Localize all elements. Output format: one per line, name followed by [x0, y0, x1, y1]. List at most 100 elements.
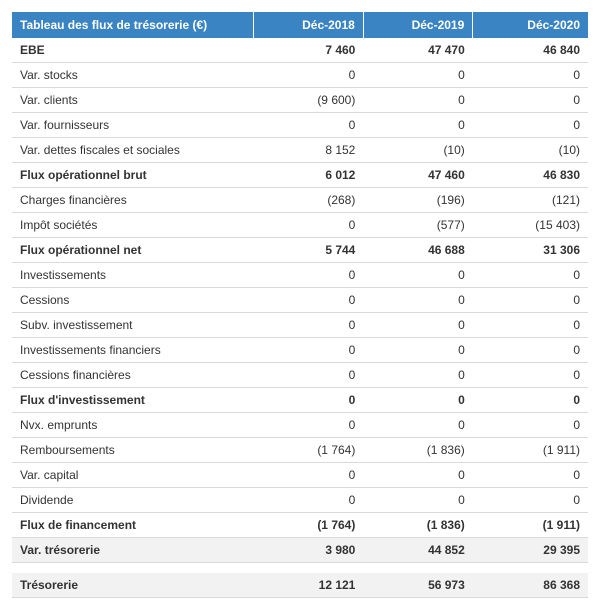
row-label: EBE: [12, 38, 254, 63]
table-row: Investissements000: [12, 263, 588, 288]
row-value: 29 395: [473, 538, 588, 563]
row-value: 0: [473, 463, 588, 488]
table-row: Var. capital000: [12, 463, 588, 488]
row-value: 47 470: [363, 38, 472, 63]
row-value: 0: [254, 288, 363, 313]
table-body: EBE7 46047 47046 840Var. stocks000Var. c…: [12, 38, 588, 597]
row-label: Charges financières: [12, 188, 254, 213]
row-value: 7 460: [254, 38, 363, 63]
row-value: 0: [254, 113, 363, 138]
row-value: (1 911): [473, 438, 588, 463]
row-label: Trésorerie: [12, 573, 254, 598]
row-value: (268): [254, 188, 363, 213]
header-row: Tableau des flux de trésorerie (€)Déc-20…: [12, 12, 588, 38]
row-label: Flux opérationnel brut: [12, 163, 254, 188]
row-value: 0: [473, 313, 588, 338]
row-value: 0: [473, 363, 588, 388]
row-value: 0: [473, 288, 588, 313]
row-value: 8 152: [254, 138, 363, 163]
row-value: (1 836): [363, 513, 472, 538]
row-label: Nvx. emprunts: [12, 413, 254, 438]
row-value: 44 852: [363, 538, 472, 563]
row-value: 0: [363, 113, 472, 138]
row-label: Cessions: [12, 288, 254, 313]
row-value: 0: [473, 413, 588, 438]
row-value: 0: [363, 313, 472, 338]
row-value: 0: [473, 63, 588, 88]
row-value: 0: [254, 63, 363, 88]
row-value: 0: [254, 413, 363, 438]
row-value: 0: [363, 338, 472, 363]
row-value: 0: [363, 388, 472, 413]
row-label: Remboursements: [12, 438, 254, 463]
row-value: 0: [363, 263, 472, 288]
row-label: Dividende: [12, 488, 254, 513]
table-head: Tableau des flux de trésorerie (€)Déc-20…: [12, 12, 588, 38]
row-value: 0: [254, 388, 363, 413]
row-value: (1 764): [254, 513, 363, 538]
row-value: 0: [363, 463, 472, 488]
row-value: 0: [473, 88, 588, 113]
row-label: Subv. investissement: [12, 313, 254, 338]
row-value: 0: [363, 413, 472, 438]
row-value: 0: [473, 113, 588, 138]
row-label: Var. capital: [12, 463, 254, 488]
row-value: (196): [363, 188, 472, 213]
row-label: Var. trésorerie: [12, 538, 254, 563]
row-value: (15 403): [473, 213, 588, 238]
row-value: (10): [363, 138, 472, 163]
row-value: 0: [363, 288, 472, 313]
row-label: Investissements: [12, 263, 254, 288]
col-header-3: Déc-2020: [473, 12, 588, 38]
table-row: Subv. investissement000: [12, 313, 588, 338]
row-label: Var. stocks: [12, 63, 254, 88]
row-label: Cessions financières: [12, 363, 254, 388]
row-label: Var. dettes fiscales et sociales: [12, 138, 254, 163]
row-value: 0: [363, 488, 472, 513]
row-value: 0: [254, 338, 363, 363]
table-row: Cessions000: [12, 288, 588, 313]
table-row: [12, 563, 588, 573]
row-label: Impôt sociétés: [12, 213, 254, 238]
row-value: 0: [254, 488, 363, 513]
row-label: Flux opérationnel net: [12, 238, 254, 263]
table-row: Trésorerie12 12156 97386 368: [12, 573, 588, 598]
cashflow-table: Tableau des flux de trésorerie (€)Déc-20…: [12, 12, 588, 598]
row-value: 0: [254, 213, 363, 238]
row-value: 46 688: [363, 238, 472, 263]
row-value: 0: [363, 88, 472, 113]
row-label: Flux d'investissement: [12, 388, 254, 413]
table-row: Remboursements(1 764)(1 836)(1 911): [12, 438, 588, 463]
row-value: 0: [254, 363, 363, 388]
row-value: 6 012: [254, 163, 363, 188]
table-row: Dividende000: [12, 488, 588, 513]
row-value: (9 600): [254, 88, 363, 113]
table-row: Flux d'investissement000: [12, 388, 588, 413]
row-value: 56 973: [363, 573, 472, 598]
row-value: 47 460: [363, 163, 472, 188]
table-row: Investissements financiers000: [12, 338, 588, 363]
row-value: 86 368: [473, 573, 588, 598]
table-row: Flux de financement(1 764)(1 836)(1 911): [12, 513, 588, 538]
table-row: Flux opérationnel brut6 01247 46046 830: [12, 163, 588, 188]
table-row: Impôt sociétés0(577)(15 403): [12, 213, 588, 238]
row-value: (10): [473, 138, 588, 163]
table-row: Var. dettes fiscales et sociales8 152(10…: [12, 138, 588, 163]
table-row: Var. clients(9 600)00: [12, 88, 588, 113]
row-value: 0: [254, 263, 363, 288]
table-row: Charges financières(268)(196)(121): [12, 188, 588, 213]
table-row: Var. fournisseurs000: [12, 113, 588, 138]
row-value: (1 836): [363, 438, 472, 463]
row-value: 3 980: [254, 538, 363, 563]
table-row: Var. stocks000: [12, 63, 588, 88]
row-label: Flux de financement: [12, 513, 254, 538]
row-value: 31 306: [473, 238, 588, 263]
row-label: Var. fournisseurs: [12, 113, 254, 138]
row-value: 5 744: [254, 238, 363, 263]
table-row: Var. trésorerie3 98044 85229 395: [12, 538, 588, 563]
table-row: EBE7 46047 47046 840: [12, 38, 588, 63]
row-value: 0: [363, 363, 472, 388]
row-value: (1 911): [473, 513, 588, 538]
row-value: (121): [473, 188, 588, 213]
row-value: (577): [363, 213, 472, 238]
